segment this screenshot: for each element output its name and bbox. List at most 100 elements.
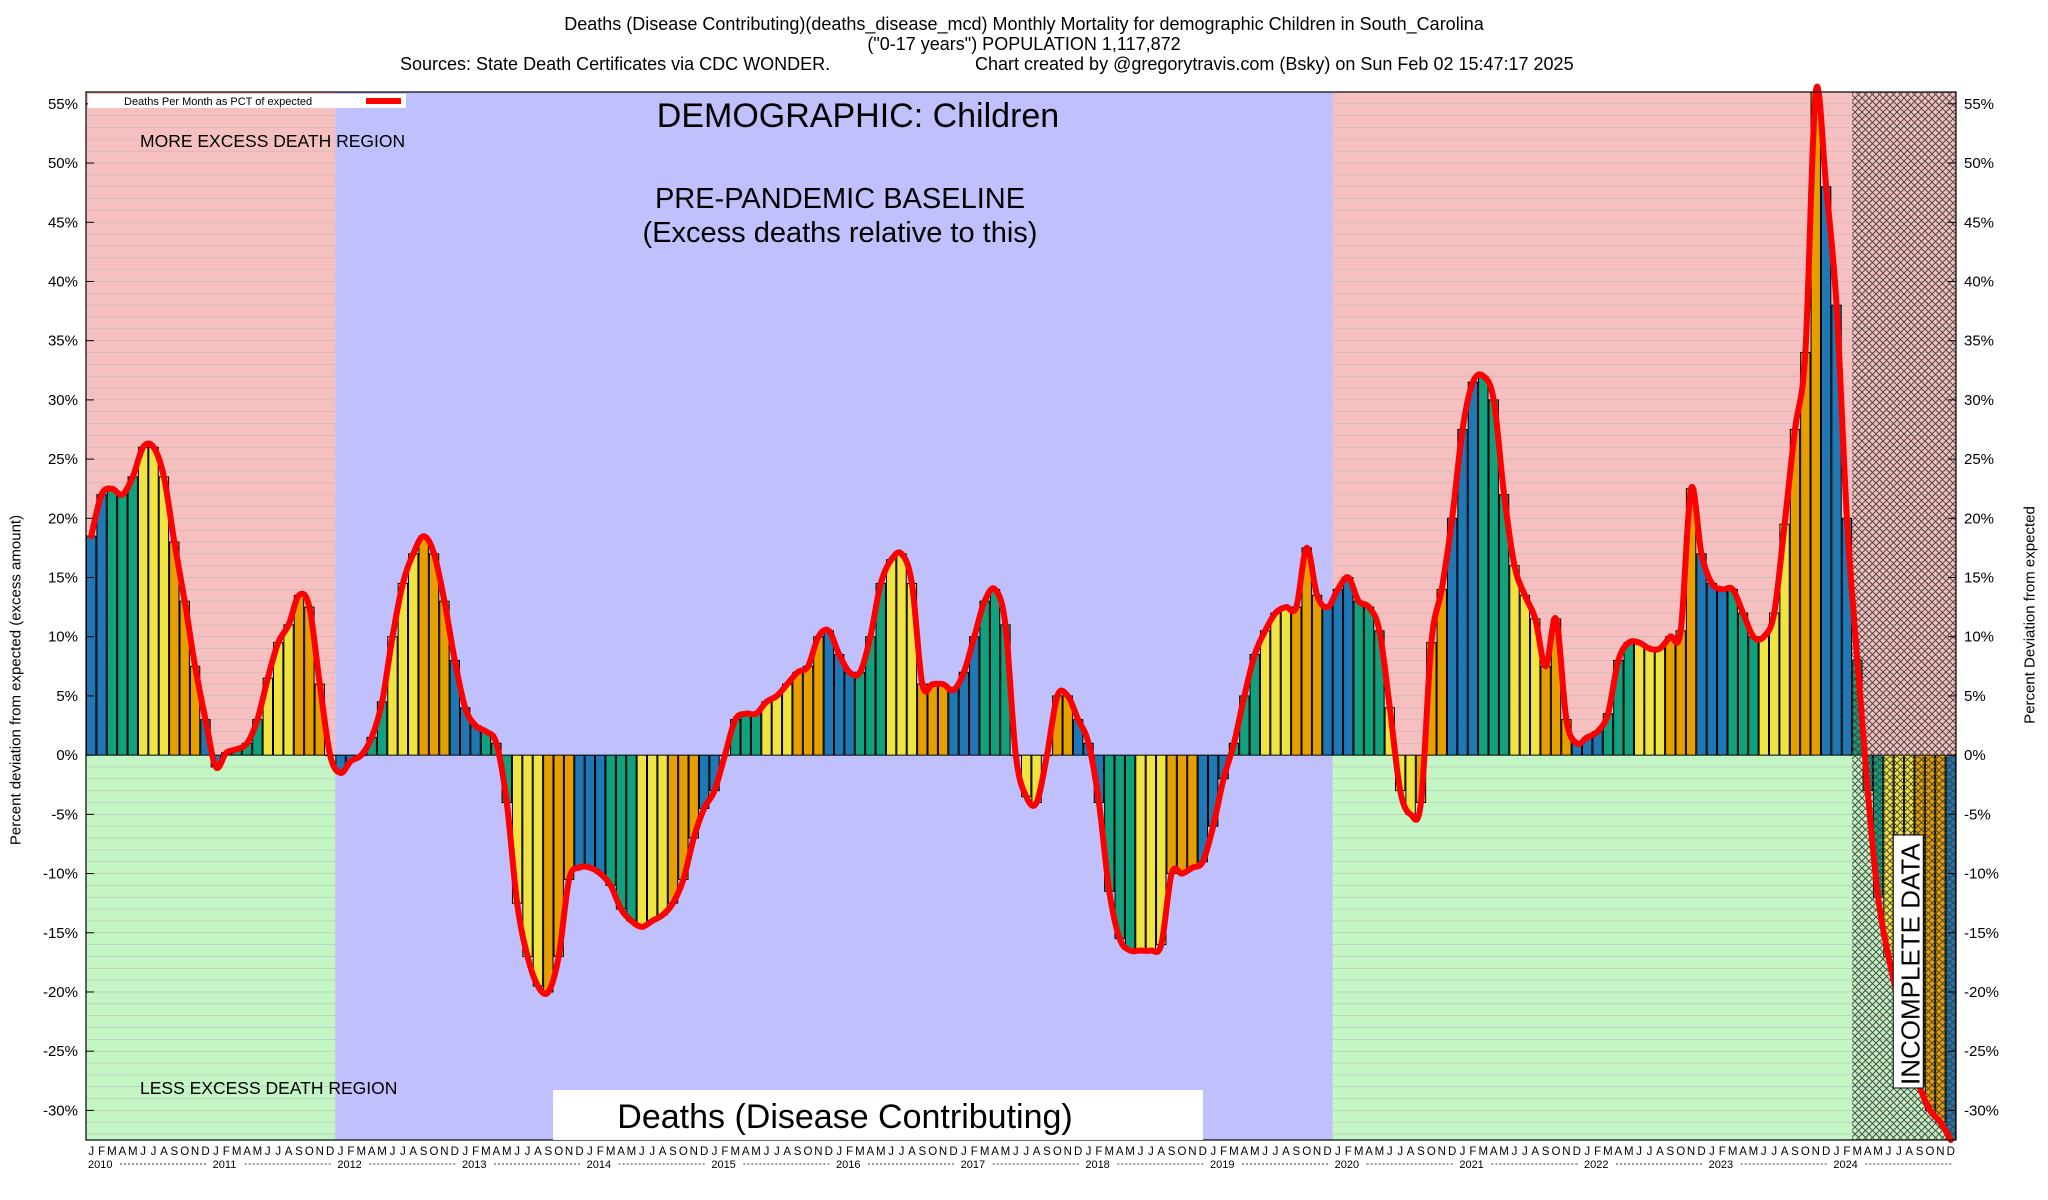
y-tick-label-left: -30% xyxy=(43,1102,78,1119)
bar xyxy=(418,535,429,756)
x-month-label: M xyxy=(1250,1146,1260,1158)
x-month-label: A xyxy=(119,1146,127,1158)
x-month-label: A xyxy=(1157,1146,1165,1158)
x-month-label: A xyxy=(1282,1146,1290,1158)
x-month-label: J xyxy=(1023,1146,1029,1158)
bar xyxy=(293,594,305,756)
bar xyxy=(96,494,107,756)
x-month-label: M xyxy=(731,1146,741,1158)
x-month-label: N xyxy=(1936,1146,1944,1158)
x-month-label: J xyxy=(213,1146,219,1158)
x-month-label: M xyxy=(1728,1146,1738,1158)
x-month-label: A xyxy=(659,1146,667,1158)
x-year-label: 2015 xyxy=(711,1159,735,1171)
y-tick-label-right: 35% xyxy=(1964,333,1994,350)
x-month-label: F xyxy=(1719,1146,1726,1158)
x-month-label: J xyxy=(1647,1146,1653,1158)
x-month-label: J xyxy=(774,1146,780,1158)
x-month-label: S xyxy=(1542,1146,1550,1158)
bar xyxy=(158,476,170,756)
x-month-label: J xyxy=(1335,1146,1341,1158)
bar xyxy=(584,754,596,869)
bar xyxy=(792,671,803,756)
bar xyxy=(1696,553,1707,756)
x-month-label: D xyxy=(700,1146,708,1158)
bar xyxy=(408,553,419,756)
x-month-label: A xyxy=(368,1146,376,1158)
x-month-label: J xyxy=(1460,1146,1466,1158)
y-tick-label-left: 50% xyxy=(48,155,78,172)
x-month-label: J xyxy=(275,1146,281,1158)
bar xyxy=(106,488,118,756)
x-month-label: J xyxy=(1138,1146,1144,1158)
x-month-label: M xyxy=(481,1146,491,1158)
x-month-label: F xyxy=(98,1146,105,1158)
x-month-label: F xyxy=(846,1146,853,1158)
x-month-label: N xyxy=(316,1146,324,1158)
x-month-label: A xyxy=(742,1146,750,1158)
x-month-label: A xyxy=(1407,1146,1415,1158)
y-tick-label-left: 5% xyxy=(56,688,78,705)
x-month-label: A xyxy=(1241,1146,1249,1158)
x-month-label: A xyxy=(493,1146,501,1158)
x-month-label: S xyxy=(918,1146,926,1158)
x-month-label: F xyxy=(347,1146,354,1158)
x-month-label: J xyxy=(639,1146,645,1158)
bar xyxy=(885,559,897,756)
x-month-label: O xyxy=(1053,1146,1062,1158)
x-year-label: 2024 xyxy=(1833,1159,1857,1171)
x-month-label: M xyxy=(1873,1146,1883,1158)
x-month-label: M xyxy=(1229,1146,1239,1158)
x-month-label: S xyxy=(420,1146,428,1158)
bar xyxy=(647,754,658,922)
x-month-label: A xyxy=(285,1146,293,1158)
x-month-label: O xyxy=(804,1146,813,1158)
bar xyxy=(563,754,575,880)
x-month-label: F xyxy=(721,1146,728,1158)
x-month-label: M xyxy=(1853,1146,1863,1158)
x-year-label: 2022 xyxy=(1584,1159,1608,1171)
x-month-label: D xyxy=(1074,1146,1082,1158)
legend-label: Deaths Per Month as PCT of expected xyxy=(124,96,312,108)
x-month-label: M xyxy=(107,1146,117,1158)
x-month-label: J xyxy=(649,1146,655,1158)
x-month-label: S xyxy=(170,1146,178,1158)
y-tick-label-right: 40% xyxy=(1964,273,1994,290)
y-tick-label-right: -30% xyxy=(1964,1102,1999,1119)
bar xyxy=(1343,577,1354,756)
x-month-label: F xyxy=(223,1146,230,1158)
y-tick-label-left: 20% xyxy=(48,510,78,527)
bar xyxy=(1353,600,1364,756)
x-month-label: M xyxy=(1105,1146,1115,1158)
x-month-label: A xyxy=(1656,1146,1664,1158)
x-month-label: O xyxy=(928,1146,937,1158)
y-tick-label-left: -10% xyxy=(43,866,78,883)
x-month-label: J xyxy=(764,1146,770,1158)
y-tick-label-left: 30% xyxy=(48,392,78,409)
x-year-label: 2016 xyxy=(836,1159,860,1171)
bar xyxy=(117,494,128,756)
baseline-region xyxy=(335,92,1333,1140)
x-month-label: N xyxy=(1438,1146,1446,1158)
x-month-label: A xyxy=(534,1146,542,1158)
bar xyxy=(854,671,866,756)
bar xyxy=(1675,630,1686,756)
x-month-label: S xyxy=(544,1146,552,1158)
y-axis-ticks: 55% 55% 50% 50% 45% 45% 40% 40% 35% 35% 30% 30% 25% 2… xyxy=(43,96,1999,1120)
bar xyxy=(1706,582,1718,756)
bar xyxy=(948,689,959,756)
demographic-label: DEMOGRAPHIC: Children xyxy=(657,97,1059,135)
bar xyxy=(823,630,834,756)
x-month-label: A xyxy=(617,1146,625,1158)
bar xyxy=(1717,588,1728,756)
x-month-label: A xyxy=(908,1146,916,1158)
x-month-label: D xyxy=(1448,1146,1456,1158)
bar xyxy=(1540,665,1551,756)
bar xyxy=(428,553,440,756)
legend-box xyxy=(88,94,406,108)
x-month-label: A xyxy=(1116,1146,1124,1158)
y-tick-label-left: 25% xyxy=(48,451,78,468)
bar xyxy=(1800,352,1811,756)
x-month-label: J xyxy=(961,1146,967,1158)
bar xyxy=(1820,186,1832,756)
